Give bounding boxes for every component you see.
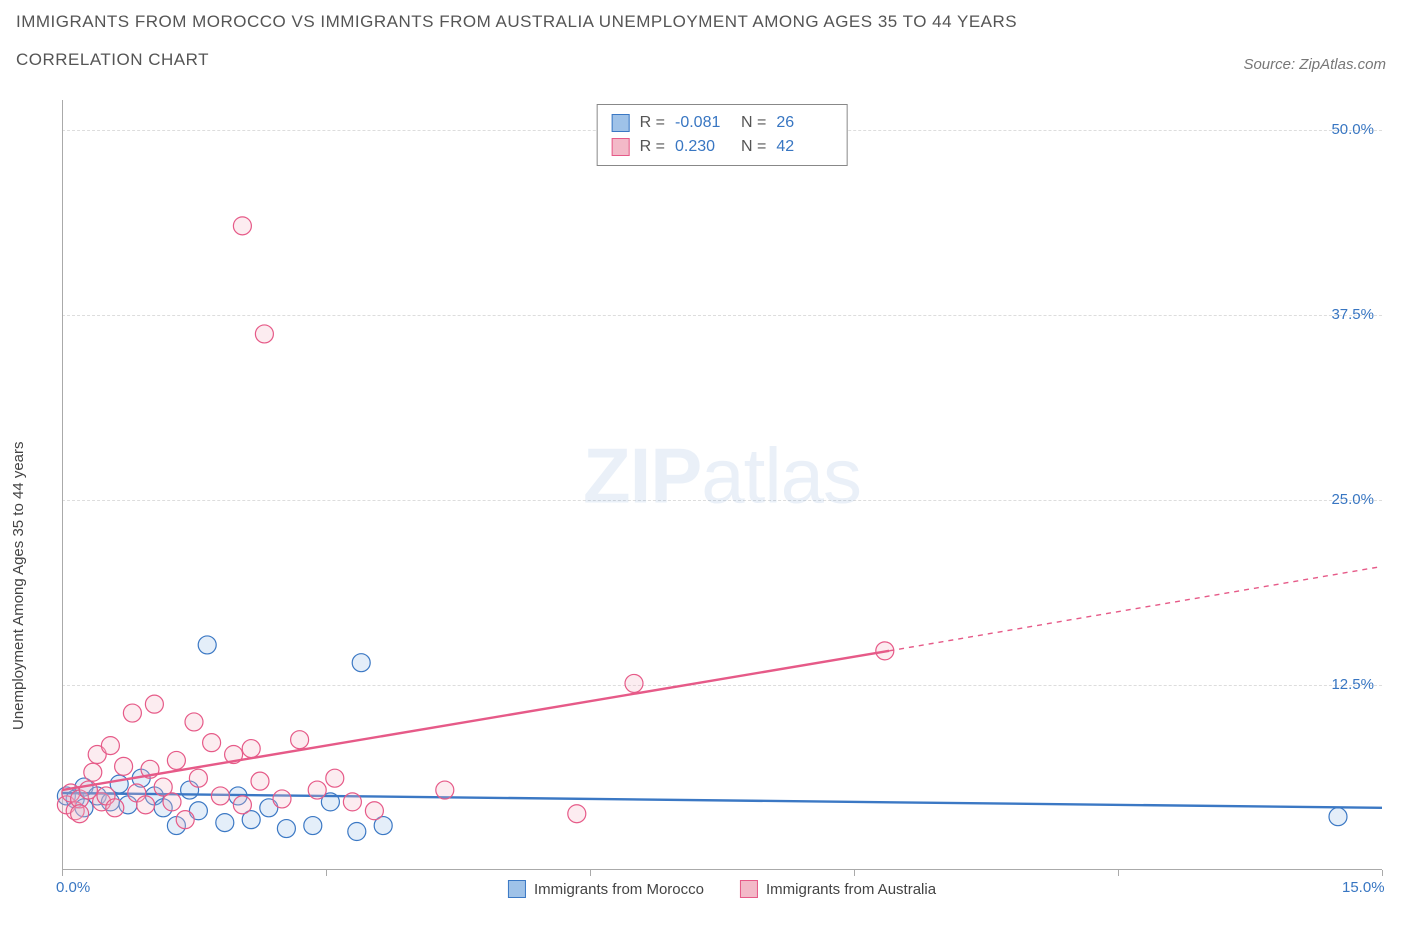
legend-label-australia: Immigrants from Australia: [766, 881, 936, 898]
data-point: [71, 805, 89, 823]
y-tick-label: 50.0%: [1331, 121, 1374, 138]
r-label-1: R =: [640, 111, 665, 135]
data-point: [352, 654, 370, 672]
x-tick: [590, 870, 591, 876]
data-point: [277, 820, 295, 838]
data-point: [185, 713, 203, 731]
data-point: [326, 769, 344, 787]
trend-line-extrapolated: [889, 566, 1382, 650]
data-point: [273, 790, 291, 808]
data-point: [145, 695, 163, 713]
x-tick-label: 0.0%: [56, 879, 90, 896]
data-point: [84, 763, 102, 781]
data-point: [198, 636, 216, 654]
data-point: [211, 787, 229, 805]
legend: Immigrants from Morocco Immigrants from …: [508, 880, 936, 898]
data-point: [176, 811, 194, 829]
chart-area: ZIPatlas R = -0.081 N = 26 R = 0.230 N =…: [52, 100, 1382, 870]
data-point: [167, 751, 185, 769]
plot-area: ZIPatlas R = -0.081 N = 26 R = 0.230 N =…: [62, 100, 1382, 870]
x-tick: [854, 870, 855, 876]
data-point: [216, 814, 234, 832]
data-point: [308, 781, 326, 799]
n-label-1: N =: [741, 111, 766, 135]
correlation-stats-box: R = -0.081 N = 26 R = 0.230 N = 42: [597, 104, 848, 166]
data-point: [255, 325, 273, 343]
data-point: [242, 740, 260, 758]
data-point: [123, 704, 141, 722]
r-label-2: R =: [640, 135, 665, 159]
chart-title-line1: IMMIGRANTS FROM MOROCCO VS IMMIGRANTS FR…: [16, 12, 1017, 32]
r-value-2: 0.230: [675, 135, 731, 159]
legend-swatch-australia: [740, 880, 758, 898]
title-block: IMMIGRANTS FROM MOROCCO VS IMMIGRANTS FR…: [16, 12, 1017, 70]
data-point: [115, 757, 133, 775]
n-value-1: 26: [776, 111, 832, 135]
x-tick-label: 15.0%: [1342, 879, 1385, 896]
legend-item-morocco: Immigrants from Morocco: [508, 880, 704, 898]
data-point: [343, 793, 361, 811]
y-axis-label: Unemployment Among Ages 35 to 44 years: [10, 441, 27, 730]
chart-container: IMMIGRANTS FROM MOROCCO VS IMMIGRANTS FR…: [0, 0, 1406, 930]
n-label-2: N =: [741, 135, 766, 159]
legend-item-australia: Immigrants from Australia: [740, 880, 936, 898]
x-tick: [62, 870, 63, 876]
data-point: [163, 793, 181, 811]
data-point: [189, 769, 207, 787]
data-point: [251, 772, 269, 790]
data-point: [203, 734, 221, 752]
data-point: [137, 796, 155, 814]
n-value-2: 42: [776, 135, 832, 159]
data-point: [1329, 808, 1347, 826]
data-point: [625, 674, 643, 692]
y-tick-label: 12.5%: [1331, 676, 1374, 693]
data-point: [233, 796, 251, 814]
data-point: [101, 737, 119, 755]
x-tick: [1118, 870, 1119, 876]
scatter-svg: [62, 100, 1382, 870]
stats-row-morocco: R = -0.081 N = 26: [612, 111, 833, 135]
y-tick-label: 37.5%: [1331, 306, 1374, 323]
stats-row-australia: R = 0.230 N = 42: [612, 135, 833, 159]
r-value-1: -0.081: [675, 111, 731, 135]
data-point: [348, 823, 366, 841]
source-attribution: Source: ZipAtlas.com: [1243, 56, 1386, 73]
swatch-morocco: [612, 114, 630, 132]
x-tick: [326, 870, 327, 876]
data-point: [291, 731, 309, 749]
data-point: [304, 817, 322, 835]
x-tick: [1382, 870, 1383, 876]
legend-label-morocco: Immigrants from Morocco: [534, 881, 704, 898]
data-point: [436, 781, 454, 799]
data-point: [365, 802, 383, 820]
swatch-australia: [612, 138, 630, 156]
legend-swatch-morocco: [508, 880, 526, 898]
chart-title-line2: CORRELATION CHART: [16, 50, 1017, 70]
data-point: [106, 799, 124, 817]
y-tick-label: 25.0%: [1331, 491, 1374, 508]
data-point: [233, 217, 251, 235]
data-point: [568, 805, 586, 823]
